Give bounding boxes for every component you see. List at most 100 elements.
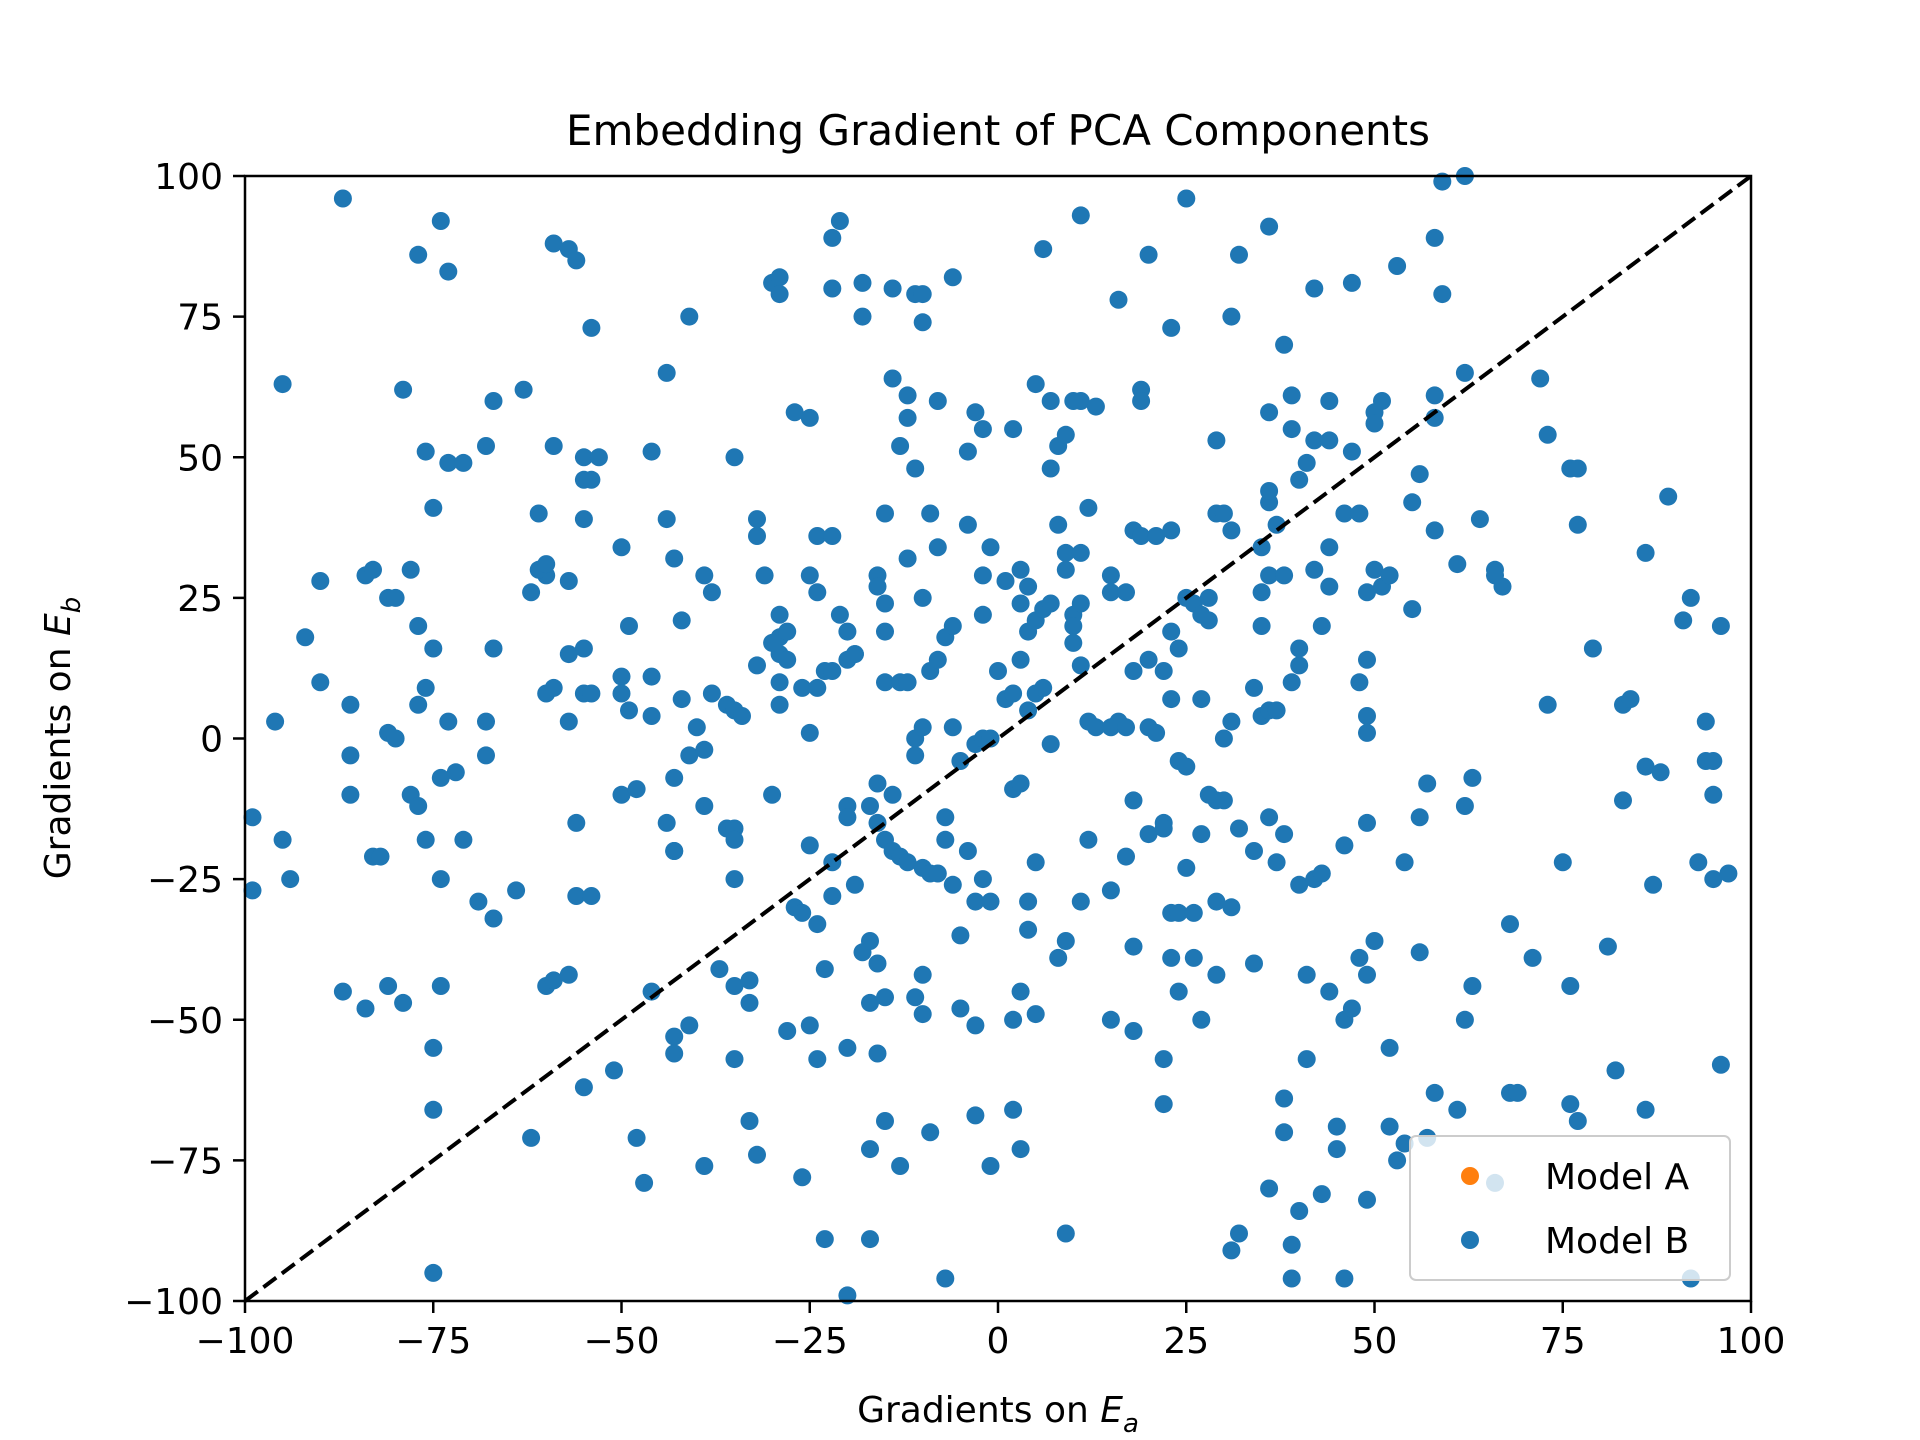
chart-title: Embedding Gradient of PCA Components (566, 106, 1430, 155)
data-point-model-b-378 (973, 870, 992, 889)
data-point-model-b-455 (748, 1145, 766, 1164)
data-point-model-b-461 (815, 960, 834, 979)
data-point-model-b-14 (830, 212, 849, 230)
data-point-model-b-493 (1124, 937, 1143, 956)
data-point-model-b-427 (1704, 870, 1723, 889)
data-point-model-b-397 (1177, 858, 1196, 877)
data-point-model-b-102 (1275, 335, 1294, 354)
data-point-model-b-327 (341, 746, 360, 765)
data-point-model-b-299 (1192, 690, 1211, 709)
data-point-model-b-152 (981, 538, 1000, 557)
data-point-model-b-170 (1101, 583, 1120, 602)
data-point-model-b-192 (1252, 583, 1271, 602)
data-point-model-b-390 (1117, 847, 1135, 866)
data-point-model-b-52 (582, 470, 601, 489)
data-point-model-b-396 (1169, 903, 1188, 922)
data-point-model-b-518 (1335, 1269, 1354, 1288)
data-point-model-b-244 (687, 718, 706, 737)
data-point-model-b-477 (913, 965, 932, 984)
data-point-model-b-206 (1380, 566, 1399, 585)
data-point-model-b-7 (514, 380, 533, 399)
data-point-model-b-315 (1538, 695, 1557, 714)
data-point-model-b-532 (1463, 977, 1482, 995)
data-point-model-b-375 (943, 875, 962, 894)
data-point-model-b-270 (928, 650, 947, 669)
data-point-model-b-33 (1305, 279, 1324, 298)
data-point-model-b-150 (973, 566, 992, 585)
data-point-model-b-136 (838, 622, 857, 641)
data-point-model-b-6 (484, 392, 503, 410)
data-point-model-b-347 (695, 740, 714, 759)
data-point-model-b-447 (665, 1044, 684, 1063)
data-point-model-b-515 (1327, 1117, 1346, 1136)
data-point-model-b-113 (522, 583, 541, 602)
data-point-model-b-430 (356, 999, 375, 1018)
data-point-model-b-117 (574, 639, 593, 658)
data-point-model-b-295 (1154, 662, 1173, 680)
data-point-model-b-68 (966, 403, 985, 422)
data-point-model-b-208 (1425, 521, 1444, 540)
data-point-model-b-214 (1583, 639, 1602, 658)
data-point-model-b-450 (710, 960, 729, 979)
data-point-model-b-250 (748, 656, 766, 675)
data-point-model-b-151 (973, 605, 992, 624)
data-point-model-b-429 (333, 982, 352, 1001)
data-point-model-b-186 (1252, 538, 1271, 557)
data-point-model-b-334 (431, 870, 450, 889)
data-point-model-b-398 (1184, 903, 1203, 922)
data-point-model-b-520 (1358, 965, 1376, 984)
data-point-model-b-231 (484, 639, 503, 658)
data-point-model-b-484 (981, 1157, 1000, 1175)
data-point-model-b-194 (1290, 470, 1309, 489)
data-point-model-b-50 (589, 448, 608, 467)
data-point-model-b-207 (1403, 600, 1422, 619)
data-point-model-b-541 (1711, 1055, 1730, 1074)
data-point-model-b-276 (989, 662, 1007, 680)
data-point-model-b-318 (1636, 757, 1655, 776)
data-point-model-b-100 (1403, 493, 1422, 512)
y-tick-label: −100 (124, 1282, 223, 1323)
data-point-model-b-161 (1049, 515, 1068, 534)
data-point-model-b-381 (1011, 774, 1030, 793)
data-point-model-b-306 (1267, 701, 1286, 720)
data-point-model-b-254 (778, 650, 797, 669)
data-point-model-b-63 (898, 386, 917, 405)
data-point-model-b-22 (913, 285, 932, 304)
data-point-model-b-492 (1124, 1022, 1143, 1040)
data-point-model-b-424 (1644, 875, 1663, 894)
data-point-model-b-389 (1101, 881, 1120, 900)
data-point-model-b-307 (1282, 673, 1301, 692)
data-point-model-b-454 (740, 1112, 759, 1130)
data-point-model-b-287 (1086, 718, 1105, 737)
data-point-model-b-197 (1312, 617, 1331, 635)
data-point-model-b-47 (424, 498, 443, 517)
y-tick-label: 100 (154, 157, 223, 198)
data-point-model-b-399 (1192, 825, 1211, 844)
data-point-model-b-131 (800, 566, 819, 585)
data-point-model-b-271 (943, 718, 962, 737)
data-point-model-b-536 (1561, 1095, 1580, 1114)
data-point-model-b-41 (1162, 318, 1181, 337)
data-point-model-b-4 (273, 375, 292, 394)
data-point-model-b-457 (778, 1022, 797, 1040)
data-point-model-b-17 (770, 268, 789, 287)
data-point-model-b-56 (559, 572, 578, 590)
data-point-model-b-308 (1290, 656, 1309, 675)
data-point-model-b-54 (529, 504, 548, 523)
data-point-model-b-490 (1056, 1224, 1075, 1243)
data-point-model-b-374 (936, 830, 955, 849)
data-point-model-b-0 (333, 189, 352, 208)
data-point-model-b-313 (1418, 774, 1437, 793)
data-point-model-b-414 (1395, 853, 1414, 872)
data-point-model-b-435 (424, 1100, 443, 1119)
data-point-model-b-84 (1282, 386, 1301, 405)
data-point-model-b-501 (1222, 1241, 1241, 1260)
data-point-model-b-470 (876, 988, 894, 1007)
data-point-model-b-60 (785, 403, 804, 422)
data-point-model-b-320 (1696, 712, 1715, 731)
data-point-model-b-177 (1169, 639, 1188, 658)
data-point-model-b-332 (409, 797, 428, 815)
data-point-model-b-11 (582, 318, 601, 337)
data-point-model-b-31 (1230, 245, 1248, 264)
data-point-model-b-462 (815, 1230, 834, 1249)
